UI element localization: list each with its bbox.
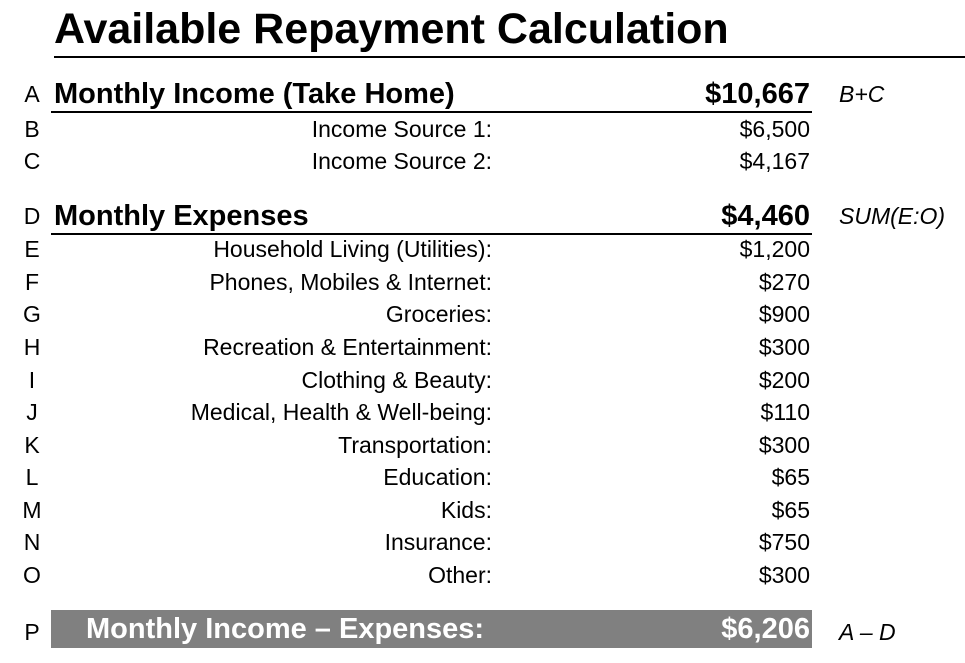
expense-row: E Household Living (Utilities): $1,200	[0, 233, 965, 265]
expense-label: Medical, Health & Well-being:	[190, 399, 492, 425]
row-letter: D	[23, 203, 41, 229]
income-row: C Income Source 2: $4,167	[0, 145, 965, 177]
expense-row: I Clothing & Beauty: $200	[0, 364, 965, 396]
expense-value: $300	[758, 432, 810, 458]
row-letter: G	[23, 301, 41, 327]
expense-row: L Education: $65	[0, 461, 965, 493]
row-letter: P	[24, 619, 40, 645]
total-value: $6,206	[721, 613, 810, 645]
row-letter: N	[23, 529, 41, 555]
expenses-header-row: D Monthly Expenses $4,460 SUM(E:O)	[0, 200, 965, 235]
row-letter: C	[23, 148, 41, 174]
expense-row: N Insurance: $750	[0, 526, 965, 558]
total-row: P Monthly Income – Expenses: $6,206 A – …	[0, 610, 965, 654]
expense-label: Education:	[383, 464, 492, 490]
expense-value: $900	[758, 301, 810, 327]
row-letter: L	[25, 464, 39, 490]
expense-row: F Phones, Mobiles & Internet: $270	[0, 266, 965, 298]
expense-value: $65	[771, 497, 810, 523]
row-letter: A	[24, 81, 40, 107]
expense-row: M Kids: $65	[0, 494, 965, 526]
expense-row: H Recreation & Entertainment: $300	[0, 331, 965, 363]
income-label: Income Source 2:	[311, 148, 492, 174]
row-letter: H	[23, 334, 41, 360]
income-value: $4,167	[739, 148, 810, 174]
expense-value: $300	[758, 334, 810, 360]
expense-label: Kids:	[440, 497, 492, 523]
income-row: B Income Source 1: $6,500	[0, 113, 965, 145]
income-divider	[51, 111, 812, 113]
expense-row: J Medical, Health & Well-being: $110	[0, 396, 965, 428]
row-letter: E	[24, 236, 40, 262]
expense-row: G Groceries: $900	[0, 298, 965, 330]
expense-label: Household Living (Utilities):	[213, 236, 492, 262]
expense-label: Phones, Mobiles & Internet:	[209, 269, 492, 295]
expense-value: $750	[758, 529, 810, 555]
page-title: Available Repayment Calculation	[54, 5, 729, 53]
income-total-value: $10,667	[705, 78, 810, 110]
expense-label: Recreation & Entertainment:	[203, 334, 492, 360]
title-divider	[54, 56, 965, 58]
expense-row: O Other: $300	[0, 559, 965, 591]
income-header-row: A Monthly Income (Take Home) $10,667 B+C	[0, 78, 965, 113]
expense-label: Transportation:	[338, 432, 492, 458]
row-letter: M	[22, 497, 42, 523]
row-letter: J	[26, 399, 38, 425]
total-highlight-bar	[51, 610, 812, 648]
total-label: Monthly Income – Expenses:	[86, 613, 485, 645]
income-value: $6,500	[739, 116, 810, 142]
expense-row: K Transportation: $300	[0, 429, 965, 461]
expenses-header-label: Monthly Expenses	[54, 200, 309, 232]
total-formula: A – D	[839, 619, 896, 645]
row-letter: I	[28, 367, 36, 393]
expense-value: $300	[758, 562, 810, 588]
row-letter: O	[23, 562, 41, 588]
expense-value: $270	[758, 269, 810, 295]
income-header-label: Monthly Income (Take Home)	[54, 78, 455, 110]
expense-label: Insurance:	[384, 529, 492, 555]
expenses-formula: SUM(E:O)	[839, 203, 946, 229]
expense-label: Clothing & Beauty:	[301, 367, 492, 393]
expense-label: Other:	[428, 562, 492, 588]
row-letter: K	[24, 432, 40, 458]
expense-value: $1,200	[739, 236, 810, 262]
expense-value: $65	[771, 464, 810, 490]
row-letter: B	[24, 116, 40, 142]
row-letter: F	[24, 269, 40, 295]
income-label: Income Source 1:	[311, 116, 492, 142]
expense-value: $110	[760, 399, 810, 425]
expenses-total-value: $4,460	[721, 200, 810, 232]
expense-value: $200	[758, 367, 810, 393]
expense-label: Groceries:	[385, 301, 492, 327]
income-formula: B+C	[839, 81, 885, 107]
expenses-divider	[51, 233, 812, 235]
